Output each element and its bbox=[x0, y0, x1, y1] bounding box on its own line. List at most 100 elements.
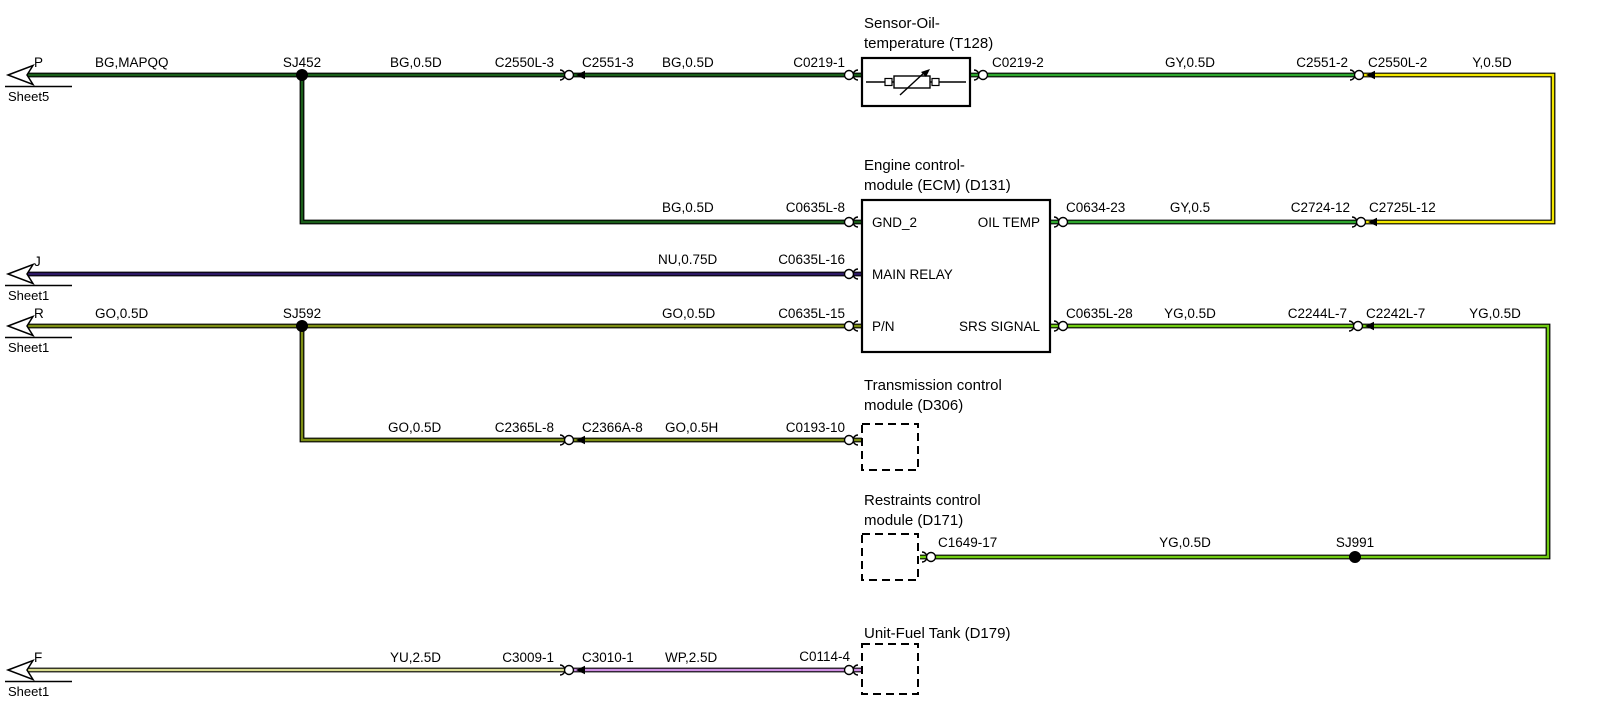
wire-bg-branch-ecm-gnd bbox=[299, 75, 862, 225]
offpage-arrow-icon bbox=[5, 64, 35, 86]
label-connector-c2242l-7: C2242L-7 bbox=[1366, 306, 1425, 321]
wire-arrow bbox=[1366, 70, 1375, 80]
connector-pin-c0193-10 bbox=[843, 434, 859, 446]
sensor-terminal-left bbox=[884, 77, 893, 87]
label-wire-go-05d-3: GO,0.5D bbox=[388, 420, 442, 435]
offpage-j-label: J bbox=[34, 254, 41, 269]
ecm-pin-srs-signal: SRS SIGNAL bbox=[959, 319, 1041, 334]
label-wire-gy-05d: GY,0.5D bbox=[1165, 55, 1215, 70]
wire-arrow bbox=[1365, 321, 1374, 331]
component-tcm bbox=[861, 423, 919, 471]
connector-circle bbox=[843, 69, 855, 81]
sensor-title-line1: Sensor-Oil- bbox=[864, 15, 940, 32]
connector-pair-c3009-1-c3010-1 bbox=[559, 664, 585, 676]
connector-circle bbox=[563, 664, 575, 676]
ecm-pin-oil-temp: OIL TEMP bbox=[978, 215, 1040, 230]
connector-circle bbox=[843, 216, 855, 228]
label-connector-c2550l-2: C2550L-2 bbox=[1368, 55, 1427, 70]
offpage-f-sheet: Sheet1 bbox=[8, 684, 49, 699]
fuel-tank-title: Unit-Fuel Tank (D179) bbox=[864, 625, 1010, 642]
offpage-r-label: R bbox=[34, 306, 44, 321]
wire-yg-loop-rcm bbox=[920, 323, 1551, 560]
label-connector-c3010-1: C3010-1 bbox=[582, 650, 634, 665]
offpage-p-sheet: Sheet5 bbox=[8, 89, 49, 104]
label-connector-c2725l-12: C2725L-12 bbox=[1369, 200, 1436, 215]
label-connector-c0635l-8: C0635L-8 bbox=[786, 200, 845, 215]
connector-pin-c1649-17 bbox=[921, 551, 937, 563]
connector-pin-c0635l-8 bbox=[843, 216, 859, 228]
component-oil-temp-sensor bbox=[860, 56, 972, 108]
label-wire-yg-05d-1: YG,0.5D bbox=[1164, 306, 1216, 321]
offpage-connector-p bbox=[5, 64, 72, 88]
rcm-box bbox=[861, 533, 919, 581]
connector-circle bbox=[843, 664, 855, 676]
label-wire-yu-25d: YU,2.5D bbox=[390, 650, 441, 665]
label-wire-bg-05d-1: BG,0.5D bbox=[390, 55, 442, 70]
wire-core bbox=[300, 75, 862, 224]
connector-circle bbox=[977, 69, 989, 81]
connector-circle bbox=[1355, 216, 1367, 228]
rcm-title-line2: module (D171) bbox=[864, 512, 963, 529]
connector-circle bbox=[843, 434, 855, 446]
label-connector-c0219-1: C0219-1 bbox=[793, 55, 845, 70]
connector-circle bbox=[1353, 69, 1365, 81]
connector-circle bbox=[1352, 320, 1364, 332]
wire-y-loop bbox=[1359, 72, 1556, 225]
label-wire-nu-075d: NU,0.75D bbox=[658, 252, 718, 267]
label-connector-c0635l-28: C0635L-28 bbox=[1066, 306, 1133, 321]
offpage-connector-r bbox=[5, 315, 72, 339]
wire-core bbox=[300, 326, 862, 442]
connector-pin-c0635l-16 bbox=[843, 268, 859, 280]
connector-circle bbox=[925, 551, 937, 563]
label-connector-c2244l-7: C2244L-7 bbox=[1288, 306, 1347, 321]
label-wire-go-05d-1: GO,0.5D bbox=[95, 306, 149, 321]
label-connector-c2724-12: C2724-12 bbox=[1291, 200, 1350, 215]
tcm-title-line1: Transmission control bbox=[864, 377, 1002, 394]
label-splice-sj452: SJ452 bbox=[283, 55, 321, 70]
offpage-r-sheet: Sheet1 bbox=[8, 340, 49, 355]
connector-pin-c0114-4 bbox=[843, 664, 859, 676]
tcm-box bbox=[861, 423, 919, 471]
sensor-title-line2: temperature (T128) bbox=[864, 35, 993, 52]
tcm-title-line2: module (D306) bbox=[864, 397, 963, 414]
label-wire-go-05d-2: GO,0.5D bbox=[662, 306, 716, 321]
fuel-tank-box bbox=[861, 643, 919, 695]
label-wire-wp-25d: WP,2.5D bbox=[665, 650, 718, 665]
wire-arrow bbox=[1368, 217, 1377, 227]
wire-arrow bbox=[576, 70, 585, 80]
thermistor-arrow-head bbox=[921, 69, 930, 77]
label-connector-c2365l-8: C2365L-8 bbox=[495, 420, 554, 435]
connector-pin-c0635l-15 bbox=[843, 320, 859, 332]
label-wire-yg-05d-3: YG,0.5D bbox=[1159, 535, 1211, 550]
thermistor-body bbox=[893, 75, 931, 89]
label-connector-c0634-23: C0634-23 bbox=[1066, 200, 1125, 215]
wire-outline bbox=[299, 75, 862, 225]
connector-pair-c2724-12-c2725l-12 bbox=[1351, 216, 1377, 228]
rcm-title-line1: Restraints control bbox=[864, 492, 981, 509]
label-connector-c2551-2: C2551-2 bbox=[1296, 55, 1348, 70]
ecm-title-line2: module (ECM) (D131) bbox=[864, 177, 1011, 194]
label-wire-yg-05d-2: YG,0.5D bbox=[1469, 306, 1521, 321]
component-ecm bbox=[860, 198, 1052, 354]
offpage-arrow-icon bbox=[5, 263, 35, 285]
wire-outline bbox=[920, 323, 1551, 560]
label-wire-y-05d: Y,0.5D bbox=[1472, 55, 1512, 70]
offpage-connector-f bbox=[5, 659, 72, 683]
label-connector-c0635l-16: C0635L-16 bbox=[778, 252, 845, 267]
label-connector-c0193-10: C0193-10 bbox=[786, 420, 845, 435]
label-wire-bg-05d-2: BG,0.5D bbox=[662, 55, 714, 70]
connector-pair-c2244l-7-c2242l-7 bbox=[1348, 320, 1374, 332]
label-connector-c2551-3: C2551-3 bbox=[582, 55, 634, 70]
connector-circle bbox=[563, 69, 575, 81]
ecm-pin-main-relay: MAIN RELAY bbox=[872, 267, 953, 282]
label-connector-c0219-2: C0219-2 bbox=[992, 55, 1044, 70]
wire-go-branch-tcm bbox=[299, 326, 862, 443]
label-wire-gy-05: GY,0.5 bbox=[1170, 200, 1210, 215]
offpage-f-label: F bbox=[34, 650, 42, 665]
splice-sj592 bbox=[296, 320, 308, 332]
wire-core bbox=[920, 324, 1550, 559]
offpage-connector-j bbox=[5, 263, 72, 287]
ecm-pin-pn: P/N bbox=[872, 319, 895, 334]
